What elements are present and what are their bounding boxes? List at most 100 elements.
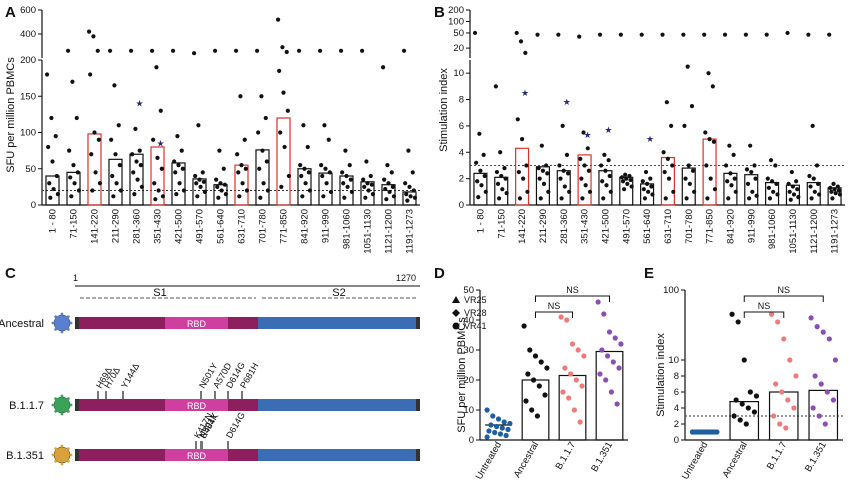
b-data-point bbox=[794, 179, 799, 184]
b-data-point bbox=[587, 189, 593, 194]
b-data-point bbox=[597, 32, 603, 37]
a-data-point bbox=[370, 192, 376, 197]
b-ytick-label: 50 bbox=[453, 28, 464, 39]
e-data-point bbox=[733, 397, 739, 403]
a-data-point bbox=[176, 163, 181, 168]
b-data-point bbox=[641, 187, 646, 192]
c-mutation-label: Y144Δ bbox=[119, 362, 141, 390]
e-data-point bbox=[810, 405, 816, 411]
a-xtick-label: 141-220 bbox=[90, 209, 101, 244]
c-n-cap bbox=[75, 317, 79, 329]
panel-label-b: B bbox=[434, 4, 445, 21]
b-data-point bbox=[827, 32, 832, 37]
d-data-point bbox=[606, 329, 613, 335]
a-data-point bbox=[170, 48, 176, 53]
a-data-point bbox=[364, 159, 369, 164]
a-data-point bbox=[323, 166, 328, 171]
b-data-point bbox=[477, 131, 482, 136]
b-data-point bbox=[546, 189, 551, 194]
b-data-point bbox=[515, 117, 520, 122]
b-data-point bbox=[808, 184, 813, 189]
a-data-point bbox=[179, 148, 184, 153]
a-data-point bbox=[326, 137, 331, 142]
b-data-point bbox=[830, 196, 835, 201]
a-data-point bbox=[411, 188, 416, 193]
d-data-point bbox=[529, 407, 535, 413]
a-data-point bbox=[89, 152, 94, 157]
a-data-point bbox=[159, 166, 164, 171]
b-bar bbox=[577, 154, 592, 206]
b-data-point bbox=[725, 179, 730, 184]
b-data-point bbox=[835, 184, 840, 189]
e-data-point bbox=[781, 336, 787, 342]
a-bar bbox=[276, 117, 291, 206]
b-data-point bbox=[544, 163, 549, 168]
a-data-point bbox=[177, 181, 182, 186]
b-star-point: ★ bbox=[563, 97, 571, 107]
virus-spike-icon bbox=[60, 462, 64, 466]
a-data-point bbox=[368, 173, 373, 179]
b-data-point bbox=[814, 163, 820, 168]
a-data-point bbox=[238, 94, 243, 99]
c-s2-segment bbox=[258, 399, 420, 411]
a-data-point bbox=[406, 148, 411, 153]
a-data-point bbox=[240, 181, 245, 186]
e-data-point bbox=[689, 429, 696, 435]
c-rbd-segment bbox=[165, 399, 228, 411]
a-data-point bbox=[285, 108, 290, 113]
a-data-point bbox=[109, 137, 114, 142]
a-data-point bbox=[135, 177, 140, 182]
a-xtick-label: 211-290 bbox=[111, 209, 122, 243]
a-data-point bbox=[153, 197, 158, 202]
b-data-point bbox=[583, 183, 588, 188]
a-data-point bbox=[347, 163, 352, 168]
b-data-point bbox=[472, 30, 478, 36]
a-xtick-label: 1121-1200 bbox=[384, 209, 395, 254]
a-data-point bbox=[342, 195, 347, 200]
b-data-point bbox=[769, 179, 775, 184]
a-data-point bbox=[281, 90, 286, 95]
virus-spike-icon bbox=[54, 459, 58, 463]
a-data-point bbox=[410, 170, 415, 175]
a-ytick-label: 0 bbox=[31, 200, 36, 211]
b-data-point bbox=[639, 32, 644, 37]
a-data-point bbox=[219, 188, 224, 193]
a-data-point bbox=[301, 123, 306, 128]
c-n-cap bbox=[75, 399, 79, 411]
b-data-point bbox=[629, 184, 634, 189]
b-data-point bbox=[608, 189, 613, 194]
b-data-point bbox=[558, 176, 563, 181]
e-comparison-bracket bbox=[743, 295, 824, 302]
a-data-point bbox=[97, 181, 103, 186]
a-data-point bbox=[88, 72, 93, 77]
virus-spike-icon bbox=[54, 447, 58, 451]
d-data-point bbox=[567, 371, 574, 377]
b-ytick-label: 4 bbox=[459, 147, 464, 158]
a-ytick-label: 150 bbox=[20, 91, 36, 102]
b-data-point bbox=[711, 139, 716, 144]
b-data-point bbox=[745, 181, 751, 187]
a-data-point bbox=[221, 166, 226, 171]
a-data-point bbox=[344, 173, 349, 179]
b-data-point bbox=[774, 181, 779, 187]
e-data-point bbox=[822, 421, 828, 427]
a-data-point bbox=[321, 194, 326, 199]
e-data-point bbox=[743, 421, 749, 427]
a-data-point bbox=[67, 148, 72, 153]
virus-spike-icon bbox=[60, 444, 64, 448]
a-data-point bbox=[260, 148, 265, 153]
d-data-point bbox=[523, 398, 529, 404]
a-data-point bbox=[90, 188, 95, 193]
b-data-point bbox=[502, 165, 507, 171]
b-data-point bbox=[498, 150, 503, 155]
b-data-point bbox=[665, 156, 671, 161]
d-xtick-label: Untreated bbox=[474, 440, 504, 482]
b-data-point bbox=[557, 163, 562, 168]
a-data-point bbox=[117, 163, 122, 168]
b-data-point bbox=[535, 32, 540, 37]
b-data-point bbox=[683, 176, 688, 181]
b-data-point bbox=[712, 187, 718, 192]
b-data-point bbox=[731, 152, 736, 158]
virus-spike-icon bbox=[60, 394, 64, 398]
